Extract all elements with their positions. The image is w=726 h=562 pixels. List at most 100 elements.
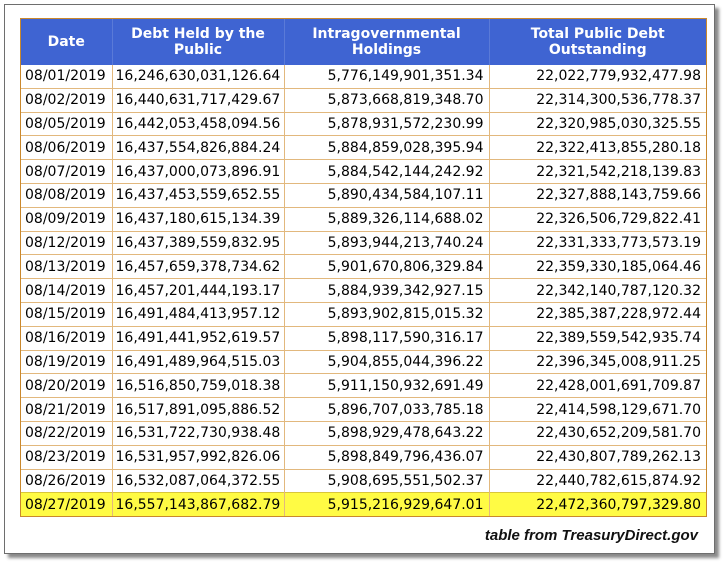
source-caption: table from TreasuryDirect.gov [484, 527, 698, 544]
cell-total-public-debt: 22,430,652,209,581.70 [488, 420, 706, 446]
cell-date: 08/06/2019 [21, 135, 112, 160]
debt-table: Date Debt Held by the Public Intragovern… [21, 19, 706, 517]
table-row: 08/13/2019 16,457,659,378,734.62 5,901,670… [21, 254, 706, 279]
cell-intragovernmental-holdings: 5,904,855,044,396.22 [283, 349, 489, 374]
cell-total-public-debt: 22,326,506,729,822.41 [488, 206, 706, 232]
cell-date: 08/12/2019 [21, 230, 112, 255]
table-row: 08/19/2019 16,491,489,964,515.03 5,904,855… [21, 349, 706, 374]
table-row: 08/12/2019 16,437,389,559,832.95 5,893,944… [21, 230, 706, 255]
cell-debt-held-by-public: 16,491,441,952,619.57 [111, 325, 284, 351]
cell-intragovernmental-holdings: 5,884,939,342,927.15 [283, 278, 489, 303]
cell-intragovernmental-holdings: 5,884,542,144,242.92 [283, 159, 489, 184]
cell-total-public-debt: 22,322,413,855,280.18 [488, 135, 706, 160]
cell-intragovernmental-holdings: 5,893,944,213,740.24 [283, 230, 489, 255]
cell-date: 08/02/2019 [21, 87, 112, 113]
cell-date: 08/23/2019 [21, 444, 112, 470]
table-row: 08/02/2019 16,440,631,717,429.67 5,873,668… [21, 87, 706, 113]
cell-debt-held-by-public: 16,517,891,095,886.52 [111, 397, 284, 422]
table-body: 08/01/2019 16,246,630,031,126.64 5,776,149… [21, 65, 706, 517]
cell-total-public-debt: 22,327,888,143,759.66 [488, 182, 706, 208]
cell-total-public-debt: 22,440,782,615,874.92 [488, 468, 706, 493]
cell-date: 08/26/2019 [21, 468, 112, 493]
table-row-highlighted: 08/27/2019 16,557,143,867,682.79 5,915,216… [21, 492, 706, 517]
cell-intragovernmental-holdings: 5,915,216,929,647.01 [283, 492, 489, 517]
cell-date: 08/13/2019 [21, 254, 112, 279]
cell-debt-held-by-public: 16,532,087,064,372.55 [111, 468, 284, 493]
cell-intragovernmental-holdings: 5,908,695,551,502.37 [283, 468, 489, 493]
cell-debt-held-by-public: 16,437,554,826,884.24 [111, 135, 284, 160]
cell-total-public-debt: 22,430,807,789,262.13 [488, 444, 706, 470]
cell-intragovernmental-holdings: 5,898,117,590,316.17 [283, 325, 489, 351]
cell-total-public-debt: 22,342,140,787,120.32 [488, 278, 706, 303]
cell-date: 08/15/2019 [21, 301, 112, 327]
cell-total-public-debt: 22,321,542,218,139.83 [488, 159, 706, 184]
header-intragovernmental-holdings: Intragovernmental Holdings [283, 19, 489, 65]
table-row: 08/16/2019 16,491,441,952,619.57 5,898,117… [21, 325, 706, 351]
cell-debt-held-by-public: 16,531,722,730,938.48 [111, 420, 284, 446]
table-row: 08/09/2019 16,437,180,615,134.39 5,889,326… [21, 206, 706, 232]
cell-debt-held-by-public: 16,246,630,031,126.64 [111, 65, 284, 89]
cell-total-public-debt: 22,396,345,008,911.25 [488, 349, 706, 374]
cell-date: 08/01/2019 [25, 68, 106, 85]
cell-date: 08/14/2019 [21, 278, 112, 303]
cell-debt-held-by-public: 16,437,453,559,652.55 [111, 182, 284, 208]
cell-intragovernmental-holdings: 5,893,902,815,015.32 [283, 301, 489, 327]
cell-total-public-debt: 22,022,779,932,477.98 [488, 65, 706, 89]
cell-total-public-debt: 22,389,559,542,935.74 [488, 325, 706, 351]
cell-total-public-debt: 22,428,001,691,709.87 [488, 373, 706, 398]
header-row: Date Debt Held by the Public Intragovern… [21, 19, 706, 65]
cell-date: 08/19/2019 [21, 349, 112, 374]
cell-intragovernmental-holdings: 5,878,931,572,230.99 [283, 111, 489, 136]
cell-debt-held-by-public: 16,557,143,867,682.79 [111, 492, 284, 517]
cell-debt-held-by-public: 16,442,053,458,094.56 [111, 111, 284, 136]
cell-intragovernmental-holdings: 5,776,149,901,351.34 [283, 65, 489, 89]
cell-total-public-debt: 22,385,387,228,972.44 [488, 301, 706, 327]
cell-intragovernmental-holdings: 5,884,859,028,395.94 [283, 135, 489, 160]
cell-debt-held-by-public: 16,437,389,559,832.95 [111, 230, 284, 255]
cell-debt-held-by-public: 16,440,631,717,429.67 [111, 87, 284, 113]
table-row: 08/06/2019 16,437,554,826,884.24 5,884,859… [21, 135, 706, 160]
cell-debt-held-by-public: 16,491,484,413,957.12 [111, 301, 284, 327]
header-date: Date [21, 19, 112, 65]
cell-date: 08/20/2019 [21, 373, 112, 398]
cell-intragovernmental-holdings: 5,898,849,796,436.07 [283, 444, 489, 470]
cell-total-public-debt: 22,414,598,129,671.70 [488, 397, 706, 422]
table-row: 08/21/2019 16,517,891,095,886.52 5,896,707… [21, 397, 706, 422]
table-row: 08/07/2019 16,437,000,073,896.91 5,884,542… [21, 159, 706, 184]
table-row: 08/22/2019 16,531,722,730,938.48 5,898,929… [21, 420, 706, 446]
table-row: 08/05/2019 16,442,053,458,094.56 5,878,931… [21, 111, 706, 136]
table-row: 08/23/2019 16,531,957,992,826.06 5,898,849… [21, 444, 706, 470]
debt-table-container: Date Debt Held by the Public Intragovern… [20, 18, 707, 518]
cell-debt-held-by-public: 16,491,489,964,515.03 [111, 349, 284, 374]
cell-total-public-debt: 22,320,985,030,325.55 [488, 111, 706, 136]
cell-date: 08/27/2019 [21, 492, 112, 517]
cell-date: 08/22/2019 [21, 420, 112, 446]
table-row: 08/01/2019 16,246,630,031,126.64 5,776,149… [21, 65, 706, 89]
cell-debt-held-by-public: 16,516,850,759,018.38 [111, 373, 284, 398]
cell-intragovernmental-holdings: 5,896,707,033,785.18 [283, 397, 489, 422]
cell-debt-held-by-public: 16,457,201,444,193.17 [111, 278, 284, 303]
header-debt-held-by-public: Debt Held by the Public [111, 19, 284, 65]
cell-date: 08/07/2019 [21, 159, 112, 184]
cell-total-public-debt: 22,331,333,773,573.19 [488, 230, 706, 255]
cell-debt-held-by-public: 16,437,180,615,134.39 [111, 206, 284, 232]
cell-total-public-debt: 22,472,360,797,329.80 [488, 492, 706, 517]
header-total-public-debt: Total Public Debt Outstanding [488, 19, 706, 65]
cell-total-public-debt: 22,314,300,536,778.37 [488, 87, 706, 113]
table-row: 08/08/2019 16,437,453,559,652.55 5,890,434… [21, 182, 706, 208]
cell-date: 08/08/2019 [21, 182, 112, 208]
cell-intragovernmental-holdings: 5,873,668,819,348.70 [283, 87, 489, 113]
cell-date: 08/09/2019 [21, 206, 112, 232]
table-row: 08/15/2019 16,491,484,413,957.12 5,893,902… [21, 301, 706, 327]
cell-date: 08/21/2019 [21, 397, 112, 422]
cell-intragovernmental-holdings: 5,901,670,806,329.84 [283, 254, 489, 279]
cell-total-public-debt: 22,359,330,185,064.46 [488, 254, 706, 279]
figure-frame: Date Debt Held by the Public Intragovern… [4, 4, 715, 554]
cell-intragovernmental-holdings: 5,898,929,478,643.22 [283, 420, 489, 446]
cell-intragovernmental-holdings: 5,911,150,932,691.49 [283, 373, 489, 398]
table-header: Date Debt Held by the Public Intragovern… [21, 19, 706, 65]
cell-date: 08/05/2019 [21, 111, 112, 136]
cell-debt-held-by-public: 16,437,000,073,896.91 [111, 159, 284, 184]
cell-date: 08/16/2019 [21, 325, 112, 351]
cell-intragovernmental-holdings: 5,890,434,584,107.11 [283, 182, 489, 208]
